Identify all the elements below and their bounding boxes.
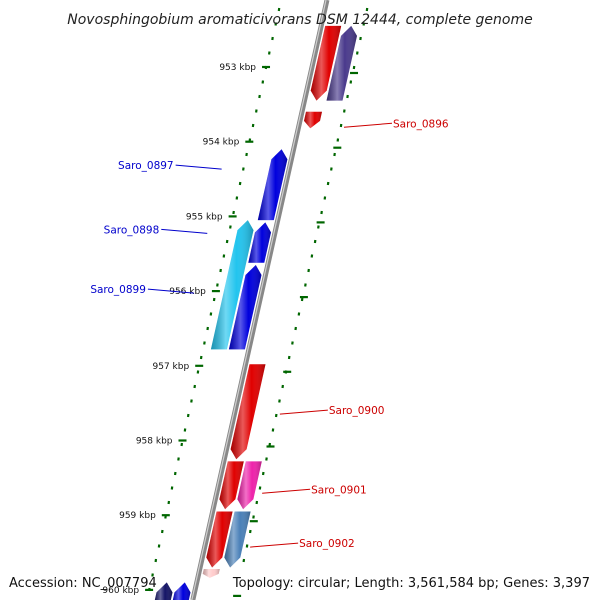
gene-arrow-shade: [257, 149, 288, 221]
label-leader-line: [161, 228, 208, 234]
gene-arrow-shade: [172, 582, 191, 600]
kbp-tick-label: 954 kbp: [203, 138, 240, 148]
gene-label[interactable]: Saro_0899: [90, 284, 146, 296]
gene-arrow-shade: [206, 511, 233, 568]
label-leader-line: [147, 288, 194, 294]
gene-arrow-shade: [326, 25, 357, 101]
kbp-tick-label: 959 kbp: [119, 511, 156, 521]
gene-arrow-shade: [224, 511, 251, 568]
gene-arrow-shade: [228, 265, 262, 350]
gene-arrow-shade: [248, 222, 271, 263]
backbone-highlight: [191, 0, 327, 600]
kbp-tick-label: 953 kbp: [219, 63, 256, 73]
kbp-tick-label: 957 kbp: [153, 362, 190, 372]
gene-label[interactable]: Saro_0898: [104, 224, 160, 236]
gene-arrow-shade: [202, 569, 220, 578]
gene-arrow-shade: [154, 582, 173, 600]
map-title: Novosphingobium aromaticivorans DSM 1244…: [67, 12, 532, 28]
gene-arrow-shade: [230, 364, 266, 460]
backbone-line: [190, 0, 330, 600]
genome-backbone: [190, 0, 330, 600]
gene-arrow-shade: [310, 25, 342, 101]
accession-text: Accession: NC_007794: [9, 576, 157, 591]
kbp-tick-label: 955 kbp: [186, 212, 223, 222]
gene-label[interactable]: Saro_0902: [299, 538, 355, 550]
gene-arrow-shade: [210, 220, 254, 350]
gene-arrow-shade: [237, 461, 262, 510]
gene-labels: Saro_0896 Saro_0897 Saro_0898 Saro_0899 Saro…: [90, 118, 449, 550]
gene-arrow-shade: [219, 461, 244, 510]
dotted-guides: [148, 7, 369, 592]
label-leader-line: [250, 542, 299, 548]
topology-text: Topology: circular; Length: 3,561,584 bp…: [232, 576, 590, 591]
label-leader-line: [343, 122, 393, 128]
kbp-tick-label: 958 kbp: [136, 437, 173, 447]
label-leader-line: [175, 164, 222, 170]
gene-label[interactable]: Saro_0901: [311, 484, 367, 496]
gene-label[interactable]: Saro_0900: [329, 405, 385, 417]
gene-label[interactable]: Saro_0897: [118, 160, 174, 172]
gene-arrow-shade: [304, 111, 322, 129]
kbp-tick-label: 960 kbp: [102, 586, 139, 596]
gene-label[interactable]: Saro_0896: [393, 118, 449, 130]
genes: [154, 25, 357, 600]
label-leader-line: [262, 488, 311, 494]
label-leader-line: [279, 409, 328, 415]
